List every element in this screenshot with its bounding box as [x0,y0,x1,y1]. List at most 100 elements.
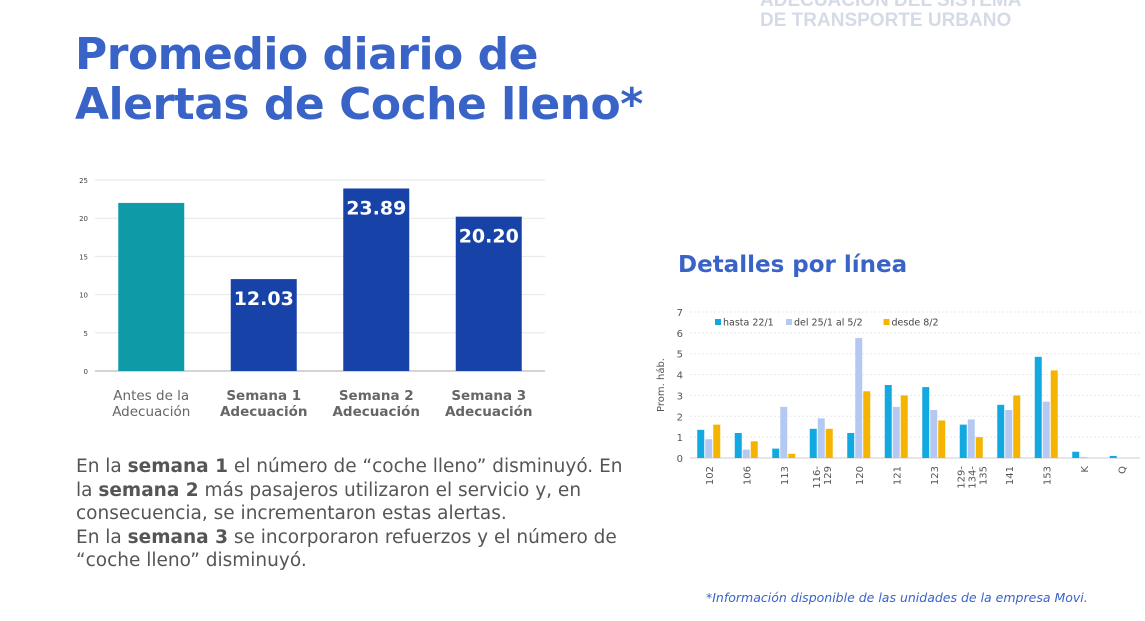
y-tick-label: 0 [677,454,683,465]
x-tick-label: 121 [892,466,903,485]
bar [1050,370,1058,458]
header-line: DE TRANSPORTE URBANO [760,10,1012,31]
x-tick-label: Semana 2 [339,388,414,404]
bar [847,432,855,458]
x-tick-label: Q [1117,466,1128,474]
bar [742,449,750,458]
header-tag: ADECUACIÓN DEL SISTEMA DE TRANSPORTE URBA… [760,0,1021,31]
y-tick-label: 6 [677,329,683,340]
text: En la [76,456,128,477]
x-tick-label: Adecuación [112,404,190,420]
x-tick-label: 116- [812,466,823,489]
page-title: Promedio diario de Alertas de Coche lleno… [75,30,643,130]
bar [817,418,825,458]
y-tick-label: 20 [79,215,88,223]
y-tick-label: 7 [677,308,683,319]
x-tick-label: Antes de la [113,388,189,404]
footnote: *Información disponible de las unidades … [706,590,1088,605]
description-text: En la semana 1 el número de “coche lleno… [76,455,636,573]
title-line: Alertas de Coche lleno* [75,79,643,130]
x-tick-label: Adecuación [220,404,308,420]
y-tick-label: 2 [677,412,683,423]
legend-label: del 25/1 al 5/2 [794,318,863,329]
header-line: ADECUACIÓN DEL SISTEMA [760,0,1022,11]
paragraph-1: En la semana 1 el número de “coche lleno… [76,455,636,526]
x-tick-label: 106 [742,466,753,485]
y-tick-label: 15 [79,253,88,261]
x-tick-label: 141 [1005,466,1016,485]
text-bold: semana 2 [98,479,199,501]
text: se incorporaron refuerzos y el número de… [76,526,617,572]
bar [697,429,705,458]
bar [343,188,410,371]
text: En la [76,526,128,548]
bar [922,387,930,458]
x-tick-label: 135 [978,466,989,485]
x-tick-label: 134- [967,466,978,489]
x-tick-label: 129- [956,466,967,489]
bar [967,419,975,458]
x-tick-label: 102 [705,466,716,485]
y-tick-label: 1 [677,433,683,444]
legend-swatch [786,319,792,325]
bar [997,404,1005,458]
y-tick-label: 3 [677,391,683,402]
bar [1013,395,1021,458]
bar [892,406,900,458]
bar [1034,356,1042,458]
section-subtitle: Detalles por línea [678,252,908,278]
text-bold: semana 3 [127,526,228,548]
y-tick-label: 5 [84,330,88,338]
title-line: Promedio diario de [75,29,538,80]
data-label: 23.89 [346,197,406,219]
paragraph-2: En la semana 3 se incorporaron refuerzos… [76,526,636,573]
x-tick-label: 123 [930,466,941,485]
y-tick-label: 25 [79,177,88,185]
bar [455,216,522,371]
text: más pasajeros utilizaron el servicio y, … [76,479,582,525]
x-tick-label: Adecuación [332,404,420,420]
bar [1072,451,1080,458]
y-tick-label: 10 [79,292,88,300]
bar [809,428,817,458]
legend-label: desde 8/2 [892,318,939,329]
x-tick-label: Adecuación [445,404,533,420]
x-tick-label: Semana 3 [451,388,526,404]
bar [750,441,758,458]
bar [825,428,833,458]
bar [900,395,908,458]
bar [959,424,967,458]
text-bold: semana 1 [127,456,228,477]
legend-swatch [883,319,890,325]
x-tick-label: K [1080,466,1091,473]
y-axis-label: Prom. háb. [655,358,667,412]
bar [884,385,892,458]
y-tick-label: 4 [677,371,683,382]
legend-label: hasta 22/1 [723,318,774,329]
data-label: 12.03 [234,288,294,310]
bar [230,279,297,371]
bar [772,448,780,458]
y-tick-label: 0 [84,368,88,376]
bar [975,437,983,458]
bar [938,420,946,458]
x-tick-label: 129 [823,466,834,485]
bar [863,391,871,458]
bar [855,338,863,458]
x-tick-label: 113 [780,466,791,485]
bar [1109,455,1117,458]
x-tick-label: 120 [855,466,866,485]
x-tick-label: 153 [1042,466,1053,485]
y-tick-label: 5 [677,350,683,361]
bar [780,406,788,458]
bar [930,410,938,458]
bar [705,439,713,458]
bar [713,424,721,458]
legend-swatch [715,319,721,325]
bar [1042,401,1050,458]
bar [1005,410,1013,458]
x-tick-label: Semana 1 [226,388,301,404]
bar [788,453,796,458]
